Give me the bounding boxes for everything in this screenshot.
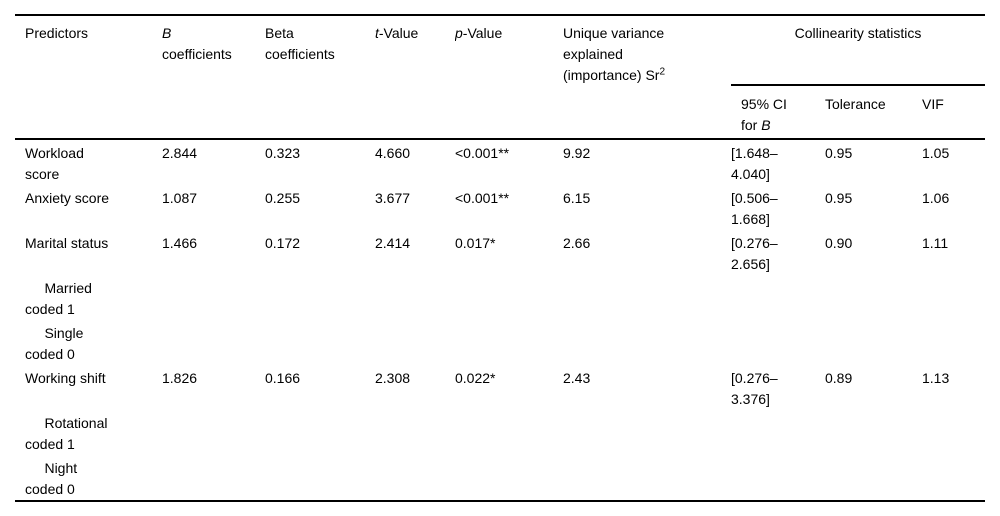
cell-t-value xyxy=(375,320,455,365)
cell-p-value xyxy=(455,320,563,365)
cell-predictors: Married coded 1 xyxy=(25,280,92,317)
cell-predictors: Workload score xyxy=(25,145,84,182)
col-header-95-ci-for-b: 95% CI for B xyxy=(741,96,787,133)
cell-ci-95-for-b xyxy=(731,320,825,365)
col-header-t-value: t-Value xyxy=(375,25,419,41)
col-header-beta-coefficients: Beta coefficients xyxy=(265,25,335,62)
header-row-sub: 95% CI for B Tolerance VIF xyxy=(15,85,985,139)
cell-beta-coefficients xyxy=(265,410,375,455)
cell-b-coefficients xyxy=(162,275,265,320)
cell-p-value xyxy=(455,410,563,455)
cell-ci-95-for-b: [0.276– 3.376] xyxy=(731,370,778,407)
cell-b-coefficients xyxy=(162,455,265,501)
cell-b-coefficients: 1.087 xyxy=(162,190,198,206)
col-header-tolerance: Tolerance xyxy=(825,96,886,112)
cell-beta-coefficients: 0.166 xyxy=(265,370,301,386)
cell-p-value: 0.022* xyxy=(455,370,496,386)
col-header-unique-variance: Unique variance explained (importance) S… xyxy=(563,25,666,83)
cell-tolerance xyxy=(825,320,922,365)
cell-t-value: 4.660 xyxy=(375,145,411,161)
table-header: Predictors B coefficients Beta coefficie… xyxy=(15,15,986,139)
col-header-vif: VIF xyxy=(922,96,944,112)
table-row: Workload score 2.844 0.323 4.660 <0.001** 9.9… xyxy=(15,139,985,185)
cell-p-value xyxy=(455,455,563,501)
cell-p-value: 0.017* xyxy=(455,235,496,251)
cell-vif xyxy=(922,410,985,455)
cell-ci-95-for-b: [1.648– 4.040] xyxy=(731,145,778,182)
cell-p-value: <0.001** xyxy=(455,145,510,161)
cell-unique-variance xyxy=(563,455,731,501)
cell-vif: 1.13 xyxy=(922,370,950,386)
cell-tolerance: 0.90 xyxy=(825,235,853,251)
cell-vif: 1.05 xyxy=(922,145,950,161)
cell-unique-variance: 9.92 xyxy=(563,145,591,161)
cell-vif: 1.06 xyxy=(922,190,950,206)
cell-unique-variance xyxy=(563,410,731,455)
header-row-top: Predictors B coefficients Beta coefficie… xyxy=(15,15,986,86)
table-row: Single coded 0 xyxy=(15,320,985,365)
cell-ci-95-for-b: [0.506– 1.668] xyxy=(731,190,778,227)
cell-predictors: Night coded 0 xyxy=(25,460,78,497)
table-row: Marital status 1.466 0.172 2.414 0.017* 2.66 [… xyxy=(15,230,985,275)
cell-t-value xyxy=(375,455,455,501)
table-row: Married coded 1 xyxy=(15,275,985,320)
table-row: Working shift 1.826 0.166 2.308 0.022* 2.43 [0… xyxy=(15,365,985,410)
cell-b-coefficients xyxy=(162,320,265,365)
cell-beta-coefficients: 0.323 xyxy=(265,145,301,161)
cell-t-value: 2.308 xyxy=(375,370,411,386)
table-row: Night coded 0 xyxy=(15,455,985,501)
cell-beta-coefficients xyxy=(265,320,375,365)
col-header-p-value: p-Value xyxy=(455,25,503,41)
col-header-predictors: Predictors xyxy=(25,25,89,41)
cell-unique-variance: 2.66 xyxy=(563,235,591,251)
cell-ci-95-for-b: [0.276– 2.656] xyxy=(731,235,778,272)
cell-p-value: <0.001** xyxy=(455,190,510,206)
cell-tolerance xyxy=(825,455,922,501)
cell-b-coefficients: 2.844 xyxy=(162,145,198,161)
cell-unique-variance: 2.43 xyxy=(563,370,591,386)
cell-vif xyxy=(922,275,985,320)
cell-ci-95-for-b xyxy=(731,275,825,320)
cell-vif xyxy=(922,320,985,365)
group-header-collinearity-statistics: Collinearity statistics xyxy=(731,15,986,86)
cell-beta-coefficients xyxy=(265,275,375,320)
cell-tolerance xyxy=(825,275,922,320)
cell-t-value: 2.414 xyxy=(375,235,411,251)
cell-unique-variance xyxy=(563,275,731,320)
table-row: Anxiety score 1.087 0.255 3.677 <0.001** 6.15… xyxy=(15,185,985,230)
cell-unique-variance: 6.15 xyxy=(563,190,591,206)
cell-predictors: Marital status xyxy=(25,235,109,251)
cell-b-coefficients xyxy=(162,410,265,455)
cell-beta-coefficients: 0.255 xyxy=(265,190,301,206)
table-body: Workload score 2.844 0.323 4.660 <0.001** 9.9… xyxy=(15,139,985,501)
cell-t-value xyxy=(375,275,455,320)
cell-beta-coefficients: 0.172 xyxy=(265,235,301,251)
cell-predictors: Anxiety score xyxy=(25,190,110,206)
cell-tolerance: 0.89 xyxy=(825,370,853,386)
cell-vif: 1.11 xyxy=(922,235,949,251)
cell-unique-variance xyxy=(563,320,731,365)
cell-ci-95-for-b xyxy=(731,410,825,455)
cell-predictors: Working shift xyxy=(25,370,106,386)
cell-vif xyxy=(922,455,985,501)
cell-tolerance: 0.95 xyxy=(825,145,853,161)
col-header-b-coefficients: B coefficients xyxy=(162,25,232,62)
table-row: Rotational coded 1 xyxy=(15,410,985,455)
cell-predictors: Rotational coded 1 xyxy=(25,415,108,452)
cell-p-value xyxy=(455,275,563,320)
cell-beta-coefficients xyxy=(265,455,375,501)
cell-tolerance: 0.95 xyxy=(825,190,853,206)
cell-t-value xyxy=(375,410,455,455)
regression-results-table: Predictors B coefficients Beta coefficie… xyxy=(15,14,986,502)
cell-predictors: Single coded 0 xyxy=(25,325,84,362)
cell-ci-95-for-b xyxy=(731,455,825,501)
cell-b-coefficients: 1.826 xyxy=(162,370,198,386)
cell-t-value: 3.677 xyxy=(375,190,411,206)
cell-tolerance xyxy=(825,410,922,455)
cell-b-coefficients: 1.466 xyxy=(162,235,198,251)
